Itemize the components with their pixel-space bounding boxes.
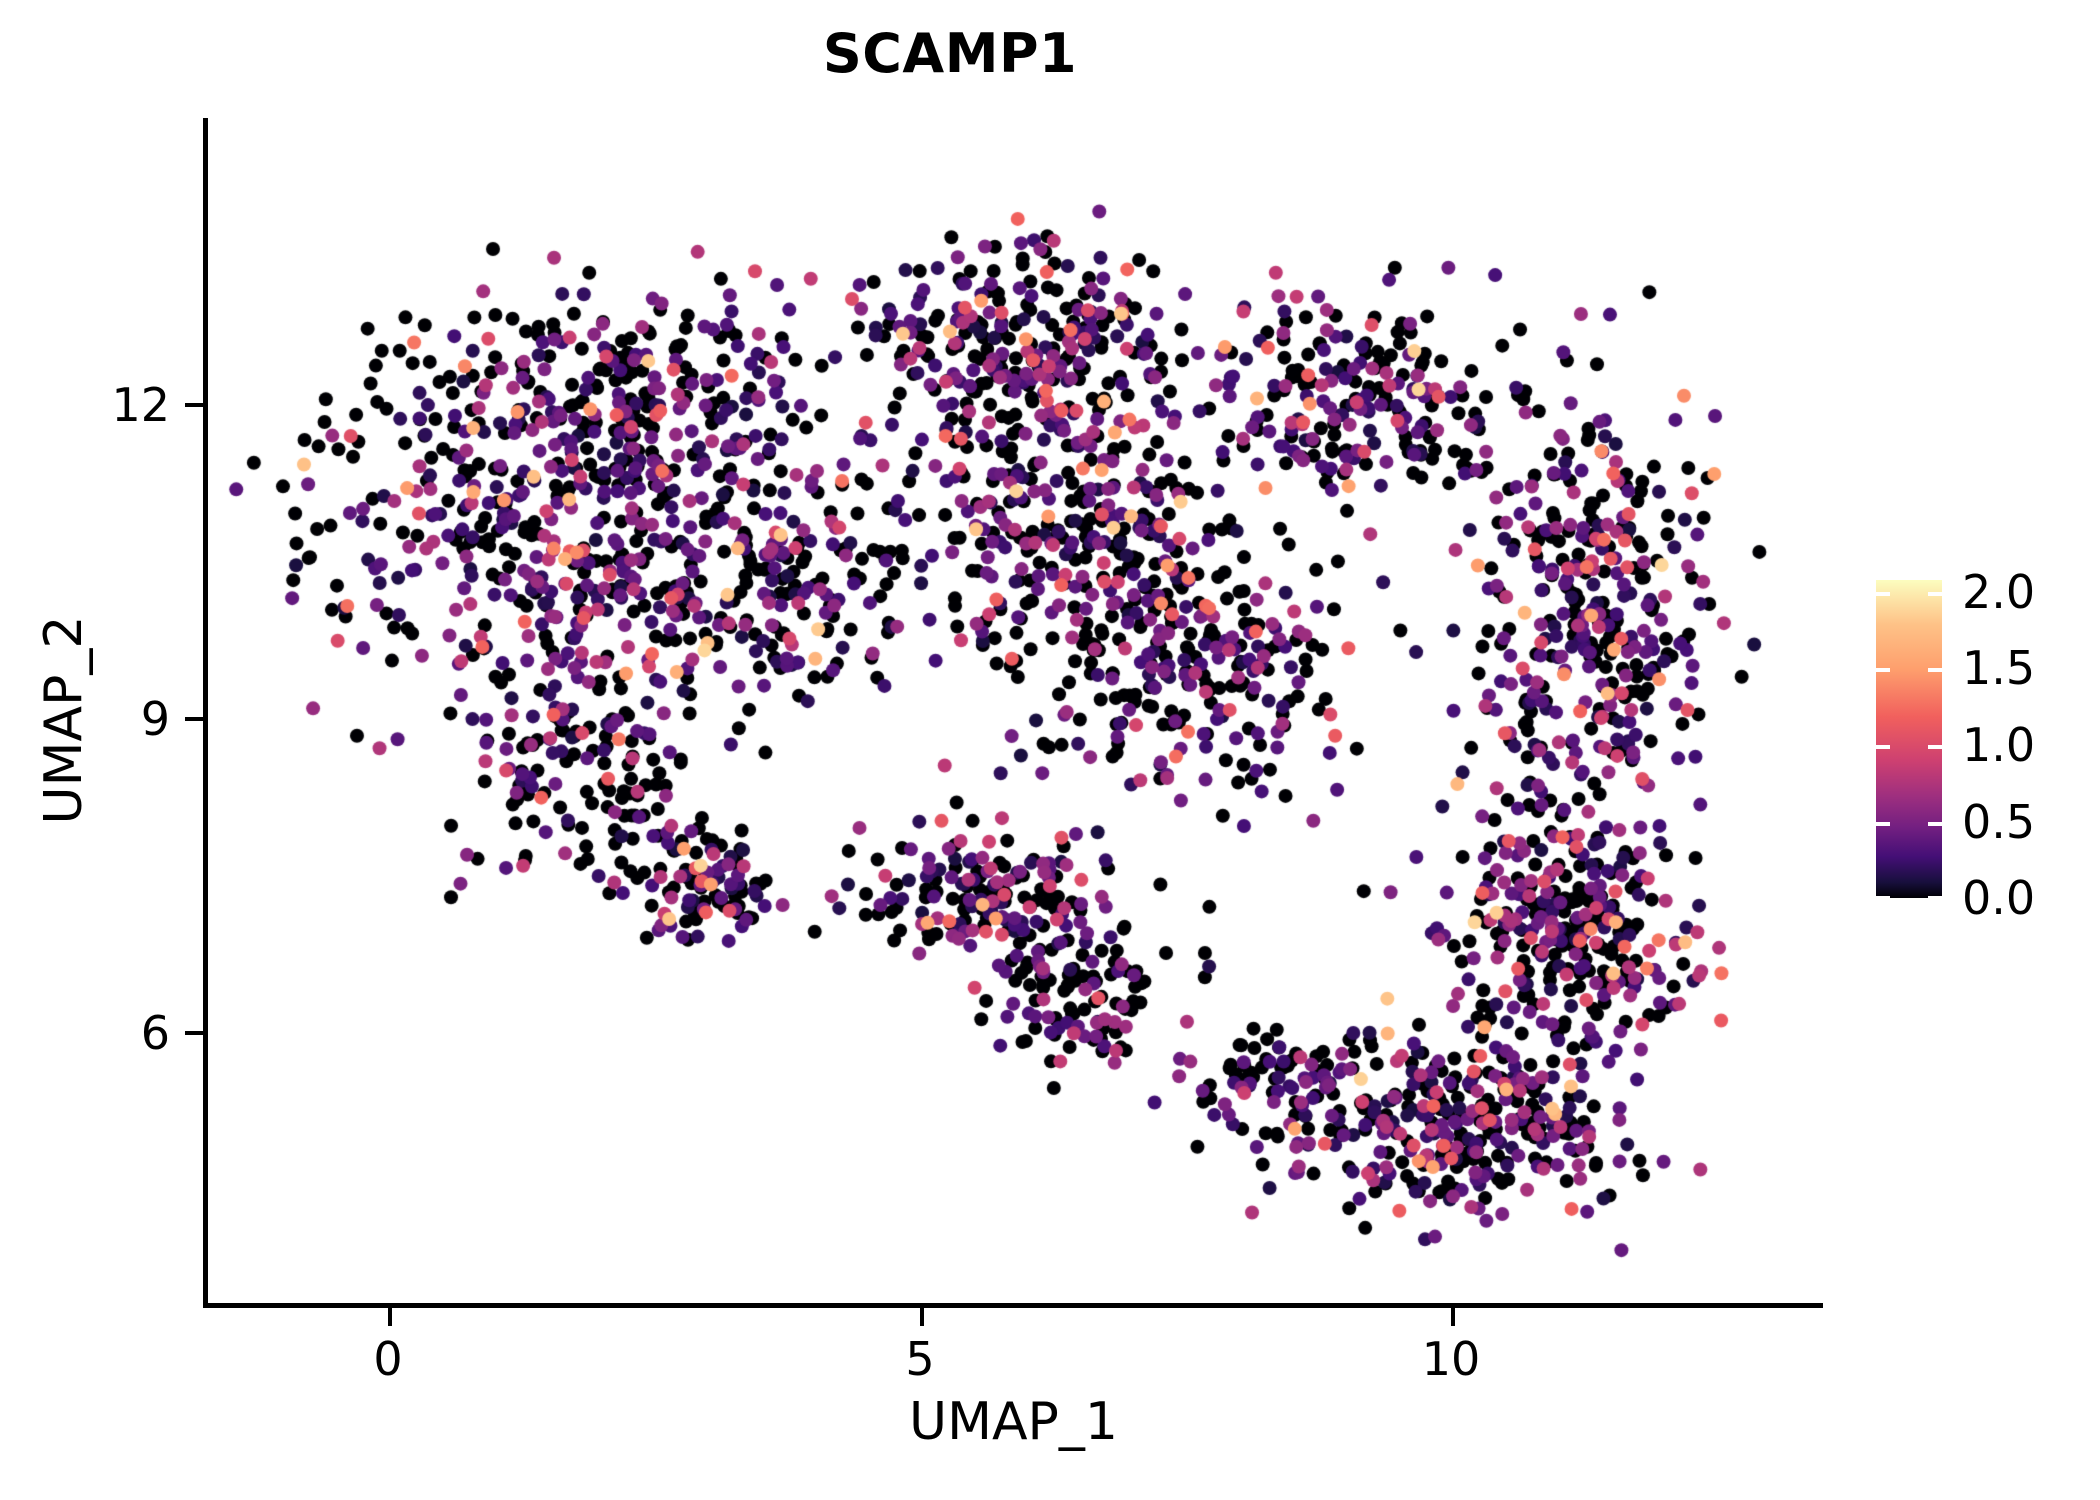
- scatter-points-canvas: [207, 118, 1820, 1306]
- colorbar-tick-0.0-right: [1928, 896, 1942, 900]
- x-tick-label-5: 5: [905, 1332, 935, 1386]
- y-tick-mark-9: [185, 717, 203, 721]
- plot-axes-area: [207, 118, 1820, 1306]
- colorbar-tick-2.0-left: [1876, 592, 1890, 596]
- x-tick-mark-5: [920, 1308, 924, 1326]
- x-tick-label-10: 10: [1421, 1332, 1481, 1386]
- page-title: SCAMP1: [822, 22, 1078, 85]
- x-axis-label: UMAP_1: [909, 1392, 1118, 1452]
- y-tick-label-12: 12: [111, 378, 170, 432]
- colorbar-tick-1.5-left: [1876, 668, 1890, 672]
- colorbar-tick-1.0-right: [1928, 745, 1942, 749]
- colorbar-tick-0.5-right: [1928, 822, 1942, 826]
- y-tick-label-9: 9: [140, 692, 170, 746]
- colorbar-label-0.5: 0.5: [1962, 795, 2036, 849]
- colorbar-tick-0.5-left: [1876, 822, 1890, 826]
- x-tick-mark-0: [388, 1308, 392, 1326]
- colorbar-tick-1.0-left: [1876, 745, 1890, 749]
- y-tick-mark-6: [185, 1031, 203, 1035]
- colorbar-label-1.0: 1.0: [1962, 718, 2036, 772]
- colorbar-tick-2.0-right: [1928, 592, 1942, 596]
- y-axis-label: UMAP_2: [34, 615, 94, 825]
- y-tick-label-6: 6: [140, 1006, 170, 1060]
- colorbar: 2.0 1.5 1.0 0.5 0.0: [1876, 565, 2035, 925]
- colorbar-tick-1.5-right: [1928, 668, 1942, 672]
- y-axis-spine: [203, 118, 208, 1308]
- x-tick-mark-10: [1451, 1308, 1455, 1326]
- colorbar-tick-0.0-left: [1876, 896, 1890, 900]
- colorbar-label-2.0: 2.0: [1962, 565, 2036, 619]
- colorbar-gradient: [1876, 580, 1942, 898]
- colorbar-label-0.0: 0.0: [1962, 871, 2036, 925]
- colorbar-label-1.5: 1.5: [1962, 641, 2036, 695]
- x-tick-label-0: 0: [373, 1332, 403, 1386]
- y-tick-mark-12: [185, 403, 203, 407]
